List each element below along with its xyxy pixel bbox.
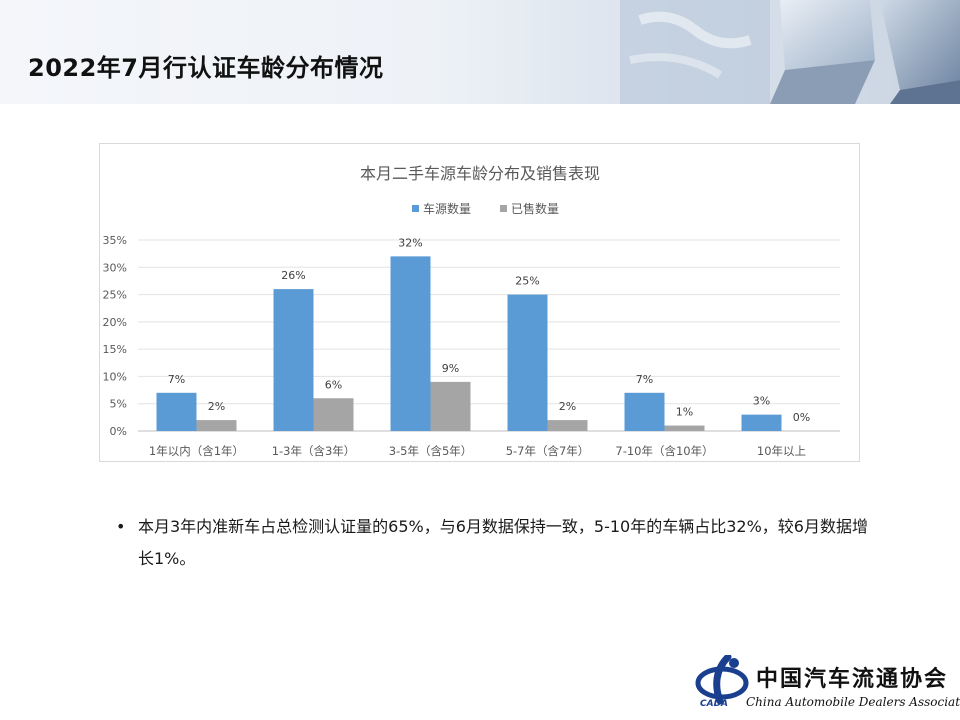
summary-bullet: • 本月3年内准新车占总检测认证量的65%，与6月数据保持一致，5-10年的车辆…	[116, 511, 876, 575]
y-tick-label: 5%	[110, 398, 127, 411]
bar-1-3	[390, 256, 431, 431]
logo-chinese-name: 中国汽车流通协会	[756, 666, 949, 692]
legend-label-2: 已售数量	[511, 201, 559, 216]
legend-swatch-2	[500, 205, 507, 212]
data-label-2-4: 2%	[559, 400, 576, 413]
data-label-1-6: 3%	[753, 395, 770, 408]
bar-1-5	[624, 392, 665, 431]
bar-2-5	[664, 425, 705, 431]
data-label-2-1: 2%	[208, 400, 225, 413]
x-tick-label: 1-3年（含3年）	[272, 444, 356, 458]
x-tick-label: 1年以内（含1年）	[149, 444, 244, 458]
chart-bars: 7% 2% 26% 6% 32% 9% 25% 2% 7% 1% 3% 0%	[156, 236, 810, 431]
x-tick-label: 7-10年（含10年）	[615, 444, 713, 458]
y-tick-label: 10%	[103, 370, 127, 383]
chart-gridlines	[138, 239, 840, 432]
bar-2-1	[196, 420, 237, 431]
logo-english-name: China Automobile Dealers Association	[746, 695, 960, 709]
header-decoration-image	[620, 0, 960, 104]
summary-text: 本月3年内准新车占总检测认证量的65%，与6月数据保持一致，5-10年的车辆占比…	[138, 517, 868, 568]
bar-2-4	[547, 420, 588, 431]
y-tick-label: 15%	[103, 343, 127, 356]
data-label-2-6: 0%	[793, 411, 810, 424]
x-tick-label: 3-5年（含5年）	[389, 444, 473, 458]
x-tick-label: 5-7年（含7年）	[506, 444, 590, 458]
association-logo: CADA 中国汽车流通协会 China Automobile Dealers A…	[694, 655, 960, 715]
data-label-1-4: 25%	[515, 275, 539, 288]
cada-emblem-icon	[695, 655, 749, 705]
chart-y-axis: 0% 5% 10% 15% 20% 25% 30% 35%	[103, 234, 127, 438]
page-title: 2022年7月行认证车龄分布情况	[28, 54, 384, 82]
data-label-1-2: 26%	[281, 269, 305, 282]
bar-1-6	[741, 414, 782, 431]
chart-title: 本月二手车源车龄分布及销售表现	[360, 164, 600, 183]
y-tick-label: 35%	[103, 234, 127, 247]
bullet-marker: •	[116, 517, 126, 536]
data-label-2-3: 9%	[442, 362, 459, 375]
data-label-1-1: 7%	[168, 373, 185, 386]
bar-1-4	[507, 294, 548, 431]
bar-2-2	[313, 398, 354, 431]
bar-1-2	[273, 289, 314, 431]
y-tick-label: 25%	[103, 289, 127, 302]
data-label-1-5: 7%	[636, 373, 653, 386]
legend-label-1: 车源数量	[423, 201, 471, 216]
data-label-2-2: 6%	[325, 378, 342, 391]
x-tick-label: 10年以上	[757, 444, 806, 458]
header-banner: 2022年7月行认证车龄分布情况	[0, 0, 960, 104]
logo-abbreviation: CADA	[700, 699, 729, 709]
data-label-2-5: 1%	[676, 406, 693, 419]
chart-x-axis: 1年以内（含1年） 1-3年（含3年） 3-5年（含5年） 5-7年（含7年） 7-10…	[149, 444, 806, 458]
y-tick-label: 20%	[103, 316, 127, 329]
legend-swatch-1	[412, 205, 419, 212]
age-distribution-bar-chart: 本月二手车源车龄分布及销售表现 车源数量 已售数量 0% 5% 10% 15% 20% 25…	[103, 164, 840, 458]
chart-container: 本月二手车源车龄分布及销售表现 车源数量 已售数量 0% 5% 10% 15% 20% 25…	[99, 143, 860, 462]
y-tick-label: 0%	[110, 425, 127, 438]
y-tick-label: 30%	[103, 261, 127, 274]
chart-legend: 车源数量 已售数量	[412, 201, 559, 216]
bar-2-3	[430, 381, 471, 431]
bar-1-1	[156, 392, 197, 431]
data-label-1-3: 32%	[398, 236, 422, 249]
